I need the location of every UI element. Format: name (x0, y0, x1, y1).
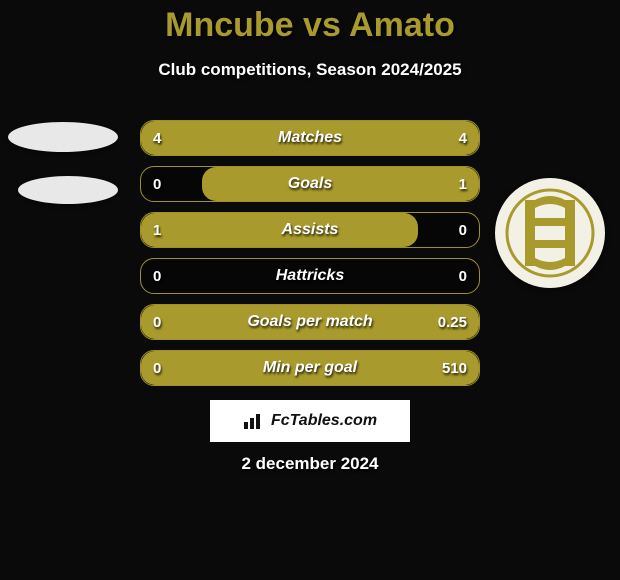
stat-bars: Matches44Goals01Assists10Hattricks00Goal… (140, 120, 480, 396)
stat-row: Goals per match0 0.25 (140, 304, 480, 340)
stat-value-right: 0.25 (438, 305, 467, 339)
stat-row: Assists1 0 (140, 212, 480, 248)
stat-value-right: 1 (459, 167, 467, 201)
stat-value-left: 0 (153, 259, 161, 293)
date: 2 december 2024 (0, 454, 620, 474)
stat-label: Goals per match (141, 305, 479, 339)
stat-value-left: 0 (153, 305, 161, 339)
comparison-card: Mncube vs Amato Club competitions, Seaso… (0, 0, 620, 580)
stat-value-right: 0 (459, 213, 467, 247)
stat-row: Goals0 1 (140, 166, 480, 202)
player2-club-badge (495, 178, 605, 288)
player1-name: Mncube (165, 6, 293, 44)
stat-value-left: 0 (153, 167, 161, 201)
fctables-icon (243, 412, 265, 430)
stat-value-left: 1 (153, 213, 161, 247)
stat-label: Hattricks (141, 259, 479, 293)
stat-label: Matches (141, 121, 479, 155)
subtitle: Club competitions, Season 2024/2025 (0, 60, 620, 80)
branding-banner[interactable]: FcTables.com (210, 400, 410, 442)
stat-value-right: 510 (442, 351, 467, 385)
club-crest-icon (505, 188, 595, 278)
stat-row: Hattricks0 0 (140, 258, 480, 294)
stat-value-left: 4 (153, 121, 161, 155)
vs-text: vs (294, 6, 349, 44)
stat-row: Matches4 4 (140, 120, 480, 156)
branding-text: FcTables.com (271, 412, 377, 430)
page-title: Mncube vs Amato (0, 6, 620, 45)
stat-label: Goals (141, 167, 479, 201)
stat-label: Assists (141, 213, 479, 247)
stat-row: Min per goal0 510 (140, 350, 480, 386)
stat-label: Min per goal (141, 351, 479, 385)
player1-silhouette-body (18, 176, 118, 204)
stat-value-right: 0 (459, 259, 467, 293)
player2-name: Amato (349, 6, 455, 44)
player1-silhouette-head (8, 122, 118, 152)
stat-value-right: 4 (459, 121, 467, 155)
stat-value-left: 0 (153, 351, 161, 385)
